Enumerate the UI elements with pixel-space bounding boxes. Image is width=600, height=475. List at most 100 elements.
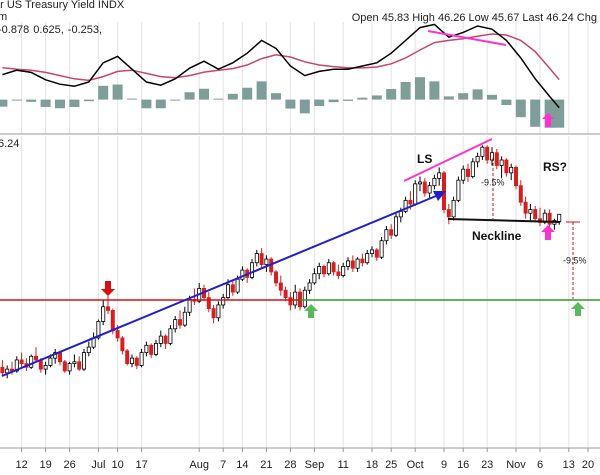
trend-arrow	[1, 195, 437, 377]
candle-body	[470, 161, 475, 177]
candle-body	[451, 199, 456, 218]
candle-body	[437, 172, 442, 179]
x-tick-label: 7	[220, 459, 226, 471]
candle-body	[67, 363, 72, 372]
candle-body	[249, 262, 254, 278]
x-tick-label: Aug	[189, 459, 209, 471]
macd-line	[2, 33, 560, 82]
histogram-bar	[98, 85, 109, 100]
candle-body	[264, 258, 269, 265]
annotation: -9.5%	[481, 177, 505, 187]
candle-body	[369, 249, 374, 254]
candle-body	[403, 199, 408, 212]
histogram-bar	[141, 99, 152, 109]
candle-body	[336, 271, 341, 276]
candle-body	[499, 159, 504, 166]
x-tick-label: 16	[457, 459, 469, 471]
candle-body	[173, 319, 178, 330]
candle-body	[360, 258, 365, 264]
candle-body	[374, 249, 379, 258]
candle-body	[432, 177, 437, 187]
candle-body	[278, 282, 283, 291]
candle-body	[379, 240, 384, 258]
candle-body	[58, 352, 63, 363]
histogram-bar	[371, 95, 382, 100]
candle-body	[317, 266, 322, 275]
quote: Open 45.83 High 46.26 Low 45.67 Last 46.…	[352, 12, 597, 24]
annotation: LS	[417, 152, 432, 166]
candle-body	[283, 289, 288, 298]
x-tick-label: 26	[63, 459, 75, 471]
x-tick-label: 21	[260, 459, 272, 471]
histogram-bar	[83, 99, 94, 102]
x-tick-label: 23	[481, 459, 493, 471]
histogram-bar	[40, 99, 51, 107]
histogram-bar	[530, 99, 541, 127]
candle-body	[475, 155, 480, 163]
candle-body	[326, 262, 331, 275]
candle-body	[0, 366, 5, 374]
histogram-bar	[69, 99, 80, 107]
candle-body	[259, 253, 264, 265]
candle-body	[384, 229, 389, 242]
histogram-bar	[184, 92, 195, 100]
legend: -0.878 0.625, -0.253,	[0, 24, 102, 36]
x-tick-label: 12	[15, 459, 27, 471]
candle-body	[480, 146, 485, 157]
candle-body	[19, 359, 24, 365]
candle-body	[77, 361, 82, 370]
candle-body	[331, 262, 336, 273]
candle-body	[163, 335, 168, 344]
annotation: RS?	[543, 160, 567, 174]
histogram-bar	[199, 88, 209, 100]
candle-body	[149, 344, 154, 355]
candle-body	[48, 357, 53, 366]
neckline	[447, 218, 561, 223]
candle-body	[254, 253, 259, 264]
candle-body	[398, 210, 403, 218]
legend-label: 0.625,	[33, 24, 64, 36]
candle-body	[456, 179, 461, 201]
candle-body	[82, 352, 87, 370]
x-tick-label: 9	[441, 459, 447, 471]
up-arrow	[542, 113, 554, 127]
histogram-bar	[554, 99, 565, 128]
candle-body	[307, 282, 312, 291]
candle-body	[14, 359, 19, 372]
candle-body	[153, 343, 158, 355]
up-arrow	[571, 302, 585, 316]
candle-body	[182, 311, 187, 326]
candle-body	[144, 344, 149, 354]
candle-body	[465, 168, 470, 177]
candle-body	[240, 269, 245, 280]
annotations: LS RS? Neckline -9.5% -9.5%	[0, 30, 600, 377]
candle-body	[355, 258, 360, 269]
annotation: Neckline	[472, 229, 522, 243]
histogram-bar	[501, 99, 512, 106]
trend-arrowhead	[433, 191, 446, 201]
up-arrow	[541, 225, 555, 240]
candle-body	[533, 209, 538, 220]
candle-body	[216, 304, 221, 319]
candle-body	[125, 350, 130, 365]
candle-body	[523, 201, 528, 214]
histogram-bar	[343, 99, 353, 101]
candle-body	[293, 291, 298, 306]
candle-body	[485, 146, 490, 161]
candle-body	[514, 166, 519, 187]
candle-body	[206, 297, 211, 309]
candle-body	[86, 346, 91, 354]
candle-body	[110, 310, 115, 332]
candle-body	[312, 273, 317, 284]
legend-label: -0.253,	[68, 24, 102, 36]
histogram-bar	[515, 99, 526, 118]
candle-body	[187, 299, 192, 313]
candle-body	[504, 159, 509, 174]
candle-body	[139, 352, 144, 366]
histogram-bar	[170, 99, 181, 101]
x-tick-label: 18	[366, 459, 378, 471]
candle-body	[225, 284, 230, 298]
candle-body	[72, 361, 77, 365]
candle-body	[273, 271, 278, 284]
